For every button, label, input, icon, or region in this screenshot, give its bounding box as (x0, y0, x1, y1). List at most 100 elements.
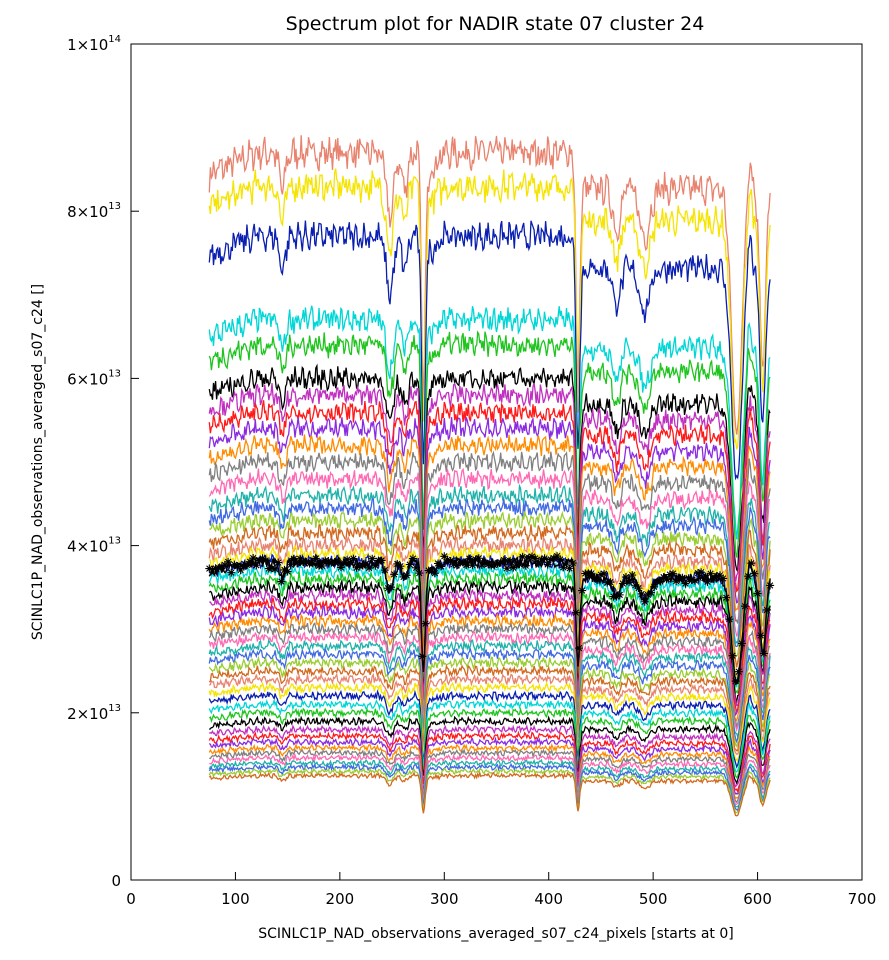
asterisk-marker (358, 561, 367, 570)
asterisk-marker (615, 590, 624, 599)
asterisk-marker (722, 593, 731, 602)
asterisk-marker (361, 559, 370, 568)
asterisk-marker (484, 560, 493, 569)
asterisk-marker (725, 615, 734, 624)
asterisk-marker (662, 575, 671, 584)
y-tick-mantissa: 8×10 (67, 203, 108, 221)
asterisk-marker (756, 631, 765, 640)
spectrum-series-line (208, 672, 771, 755)
asterisk-marker (418, 652, 427, 661)
asterisk-marker (390, 570, 399, 579)
asterisk-marker (728, 651, 737, 660)
asterisk-marker (462, 561, 471, 570)
asterisk-marker (286, 560, 295, 569)
y-tick-exponent: 13 (108, 201, 121, 212)
asterisk-marker (697, 568, 706, 577)
asterisk-marker (340, 559, 349, 568)
spectrum-series-line (208, 655, 771, 748)
asterisk-marker (741, 602, 750, 611)
asterisk-marker (650, 582, 659, 591)
spectrum-series-line (209, 747, 771, 804)
asterisk-marker (744, 572, 753, 581)
asterisk-marker (477, 561, 486, 570)
y-tick-exponent: 13 (108, 703, 121, 714)
asterisk-marker (311, 554, 320, 563)
asterisk-marker (327, 558, 336, 567)
asterisk-marker (490, 561, 499, 570)
asterisk-marker (606, 578, 615, 587)
asterisk-marker (659, 573, 668, 582)
asterisk-marker (590, 573, 599, 582)
y-tick-mantissa: 4×10 (67, 538, 108, 556)
spectrum-series-line (208, 220, 771, 481)
y-tick-label: 0 (111, 872, 121, 890)
asterisk-marker (421, 619, 430, 628)
asterisk-marker (540, 554, 549, 563)
spectrum-series-line (208, 612, 771, 722)
asterisk-marker (496, 558, 505, 567)
asterisk-marker (336, 563, 345, 572)
asterisk-marker (252, 561, 261, 570)
asterisk-marker (543, 560, 552, 569)
asterisk-marker (612, 592, 621, 601)
asterisk-marker (546, 555, 555, 564)
x-tick-label: 400 (534, 890, 563, 908)
asterisk-marker (255, 556, 264, 565)
asterisk-marker (643, 590, 652, 599)
spectrum-series-line (208, 680, 771, 763)
asterisk-marker (625, 578, 634, 587)
y-tick-mantissa: 1×10 (67, 36, 108, 54)
asterisk-marker (593, 575, 602, 584)
asterisk-marker (687, 576, 696, 585)
asterisk-marker (474, 554, 483, 563)
marker-layer (205, 552, 775, 686)
spectrum-series-line (208, 638, 771, 740)
spectrum-series-line (208, 629, 771, 733)
asterisk-marker (233, 562, 242, 571)
asterisk-marker (681, 579, 690, 588)
asterisk-marker (302, 558, 311, 567)
y-tick-exponent: 13 (108, 368, 121, 379)
asterisk-marker (737, 639, 746, 648)
spectrum-series-line (208, 467, 771, 638)
asterisk-marker (694, 569, 703, 578)
asterisk-marker (509, 563, 518, 572)
spectrum-series-line (208, 483, 771, 646)
asterisk-marker (380, 566, 389, 575)
asterisk-marker (368, 554, 377, 563)
asterisk-marker (506, 556, 515, 565)
y-tick-mantissa: 0 (111, 872, 121, 890)
spectrum-series-line (208, 706, 771, 779)
asterisk-marker (512, 561, 521, 570)
asterisk-marker (399, 572, 408, 581)
asterisk-marker (246, 557, 255, 566)
x-tick-label: 0 (126, 890, 136, 908)
asterisk-marker (481, 558, 490, 567)
asterisk-marker (700, 573, 709, 582)
asterisk-marker (549, 554, 558, 563)
asterisk-marker (640, 597, 649, 606)
spectrum-series-line (208, 766, 771, 814)
asterisk-marker (531, 554, 540, 563)
asterisk-marker (471, 555, 480, 564)
asterisk-marker (396, 562, 405, 571)
asterisk-marker (556, 555, 565, 564)
spectrum-series-line (209, 752, 771, 806)
y-tick-exponent: 13 (108, 536, 121, 547)
asterisk-marker (618, 579, 627, 588)
spectrum-series-line (208, 450, 771, 624)
spectrum-series-line (208, 434, 771, 612)
chart-title: Spectrum plot for NADIR state 07 cluster… (286, 13, 705, 35)
spectrum-series-line (208, 715, 771, 786)
asterisk-marker (296, 554, 305, 563)
asterisk-marker (283, 567, 292, 576)
asterisk-marker (656, 577, 665, 586)
asterisk-marker (220, 560, 229, 569)
x-tick-label: 200 (326, 890, 355, 908)
x-tick-label: 700 (848, 890, 877, 908)
x-tick-label: 500 (639, 890, 668, 908)
asterisk-marker (706, 569, 715, 578)
asterisk-marker (343, 555, 352, 564)
